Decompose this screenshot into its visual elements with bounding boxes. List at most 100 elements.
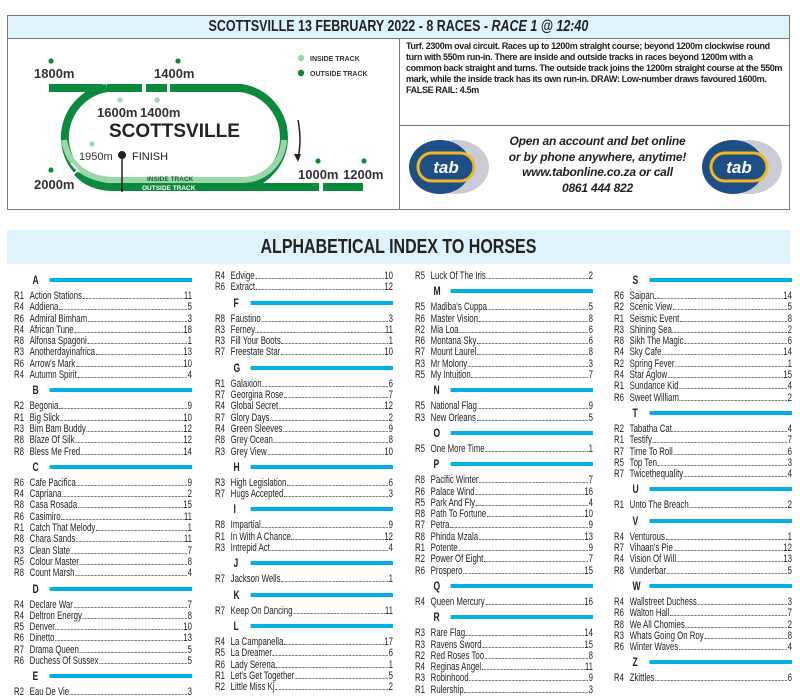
- race-number: R8: [14, 335, 25, 348]
- dot-leader: [667, 369, 783, 379]
- horse-name: Path To Fortune: [430, 508, 487, 521]
- saddlecloth-number: 8: [187, 555, 192, 568]
- race-number: R3: [415, 638, 426, 651]
- horse-name: Mount Laurel: [430, 346, 477, 359]
- saddlecloth-number: 6: [388, 647, 393, 660]
- dot-leader: [673, 542, 783, 552]
- dot-leader: [485, 596, 584, 605]
- horse-name: Begonia: [29, 400, 59, 413]
- race-number: R4: [14, 488, 25, 501]
- saddlecloth-number: 15: [783, 369, 792, 382]
- horse-name: Saipan: [629, 290, 655, 302]
- dot-leader: [283, 423, 388, 432]
- section-letter: J: [233, 556, 239, 571]
- saddlecloth-number: 5: [187, 301, 192, 314]
- saddlecloth-number: 4: [388, 542, 393, 555]
- section-divider: [450, 289, 593, 294]
- section-divider: [49, 388, 192, 393]
- race-number: R3: [415, 411, 426, 424]
- race-title-bar: SCOTTSVILLE 13 FEBRUARY 2022 - 8 RACES -…: [8, 16, 789, 39]
- dot-leader: [255, 324, 385, 333]
- saddlecloth-number: 9: [187, 476, 192, 489]
- horse-name: Fill Your Boots: [230, 335, 281, 348]
- horse-name: Unto The Breach: [629, 499, 689, 512]
- horse-name: New Orleans: [430, 411, 476, 424]
- dot-leader: [79, 556, 187, 565]
- saddlecloth-number: 2: [388, 411, 393, 424]
- course-info-box: Turf. 2300m oval circuit. Races up to 12…: [400, 38, 789, 126]
- horse-name: Cafe Pacifica: [29, 476, 76, 489]
- race-number: R3: [215, 476, 226, 489]
- saddlecloth-number: 4: [787, 422, 792, 435]
- horse-index-entry: R3 Anotherdayinafrica 13: [14, 346, 192, 359]
- saddlecloth-number: 15: [183, 499, 192, 512]
- letter-section-header: U: [614, 479, 792, 499]
- track-map: INSIDE TRACK OUTSIDE TRACK 1800m 1400m 1…: [8, 38, 400, 209]
- section-letter: I: [233, 502, 236, 517]
- dot-leader: [55, 632, 183, 642]
- dot-leader: [99, 655, 187, 665]
- horse-index-entry: R6 Walton Hall 7: [614, 607, 792, 619]
- saddlecloth-number: 3: [187, 312, 192, 325]
- horse-name: Star Aglow: [629, 369, 668, 382]
- horse-index-entry: R3 Ferney 11: [215, 323, 393, 336]
- horse-name: Faustino: [230, 312, 261, 325]
- label-1200m: 1200m: [343, 167, 383, 182]
- saddlecloth-number: 9: [588, 672, 593, 685]
- letter-section-header: S: [614, 270, 792, 290]
- horse-name: Top Ten: [629, 456, 657, 469]
- horse-name: Eau De Vie: [29, 686, 70, 699]
- dot-leader: [477, 335, 588, 345]
- horse-name: Freestate Star: [230, 346, 281, 359]
- horse-index-entry: R6 Master Vision 8: [415, 313, 593, 325]
- horse-index-entry: R3 Ravens Sword 15: [415, 638, 593, 651]
- race-title-main: SCOTTSVILLE 13 FEBRUARY 2022 - 8 RACES -: [208, 18, 492, 35]
- horse-index-entry: R8 Count Marsh 4: [14, 567, 192, 580]
- horse-name: Spring Fever: [629, 357, 675, 370]
- race-number: R6: [614, 641, 625, 654]
- horse-name: Deltron Energy: [29, 609, 82, 622]
- horse-index-entry: R4 Queen Mercury 16: [415, 596, 593, 608]
- horse-name: Grey Ocean: [230, 434, 273, 447]
- race-number: R3: [215, 323, 226, 336]
- horse-index-entry: R6 Dinetto 13: [14, 632, 192, 645]
- section-divider: [250, 623, 393, 628]
- saddlecloth-number: 6: [388, 476, 393, 489]
- section-divider: [450, 430, 593, 435]
- horse-name: Denver: [29, 621, 55, 634]
- dot-leader: [82, 290, 184, 299]
- race-number: R3: [215, 445, 226, 458]
- letter-section-header: H: [215, 457, 393, 477]
- horse-index-entry: R7 Freestate Star 10: [215, 346, 393, 359]
- race-number: R6: [14, 655, 25, 668]
- saddlecloth-number: 11: [384, 604, 393, 617]
- saddlecloth-number: 12: [183, 422, 192, 435]
- race-number: R8: [14, 567, 25, 580]
- race-number: R4: [614, 672, 625, 685]
- horse-name: Rare Flag: [430, 627, 466, 640]
- horse-index-entry: R6 Sweet William 2: [614, 391, 792, 404]
- saddlecloth-number: 9: [388, 422, 393, 435]
- saddlecloth-number: 4: [787, 468, 792, 481]
- dot-leader: [477, 346, 588, 356]
- section-letter: V: [632, 513, 639, 528]
- section-divider: [649, 518, 792, 523]
- horse-name: Vunderbar: [629, 564, 666, 577]
- label-1950m: 1950m: [79, 151, 113, 163]
- horse-name: Twicethequality: [629, 468, 684, 481]
- horse-index-entry: R8 Chara Sands 11: [14, 533, 192, 546]
- section-letter: C: [32, 459, 39, 474]
- horse-name: Lady Serena: [230, 658, 276, 671]
- race-number: R3: [415, 672, 426, 685]
- inside-track: [61, 139, 287, 184]
- horse-index-entry: R2 Red Roses Too 8: [415, 650, 593, 662]
- saddlecloth-number: 11: [584, 661, 593, 674]
- saddlecloth-number: 10: [183, 621, 192, 634]
- horse-index-entry: R8 Casa Rosada 15: [14, 499, 192, 512]
- saddlecloth-number: 6: [787, 335, 792, 348]
- dot-leader: [479, 474, 588, 484]
- dot-leader: [665, 531, 787, 540]
- race-number: R5: [415, 442, 426, 455]
- horse-name: Sweet William: [629, 391, 679, 404]
- horse-index-entry: R7 Time To Roll 6: [614, 446, 792, 458]
